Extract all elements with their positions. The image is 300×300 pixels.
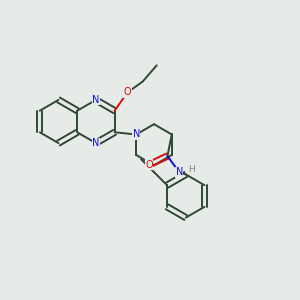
- Text: N: N: [92, 138, 100, 148]
- Text: O: O: [124, 87, 131, 97]
- Text: H: H: [188, 165, 194, 174]
- Text: O: O: [145, 160, 153, 170]
- Text: N: N: [133, 130, 140, 140]
- Text: N: N: [176, 167, 183, 177]
- Text: N: N: [92, 95, 100, 105]
